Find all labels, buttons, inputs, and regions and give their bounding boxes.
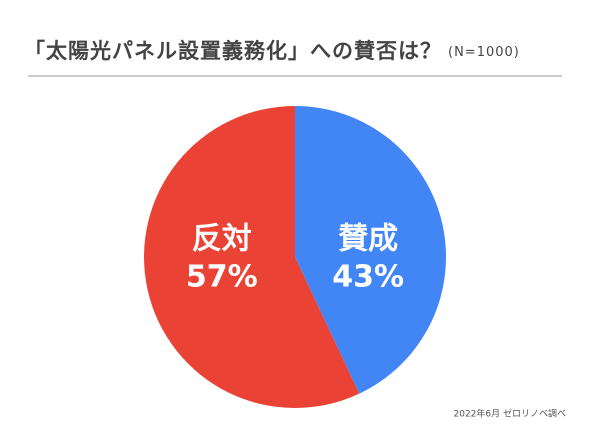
chart-title: 「太陽光パネル設置義務化」への賛否は？ bbox=[24, 39, 442, 63]
slice-label: 反対 bbox=[192, 222, 252, 257]
slice-label: 賛成 bbox=[338, 222, 398, 257]
chart-title-group: 「太陽光パネル設置義務化」への賛否は？ (N=1000) bbox=[24, 39, 520, 63]
pie-slice bbox=[295, 106, 446, 394]
slice-value-label: 57% bbox=[186, 260, 258, 295]
chart-subtitle: (N=1000) bbox=[448, 45, 520, 60]
source-note: 2022年6月 ゼロリノベ調べ bbox=[454, 408, 567, 420]
slice-value-label: 43% bbox=[332, 260, 404, 295]
pie-slice bbox=[143, 106, 360, 409]
